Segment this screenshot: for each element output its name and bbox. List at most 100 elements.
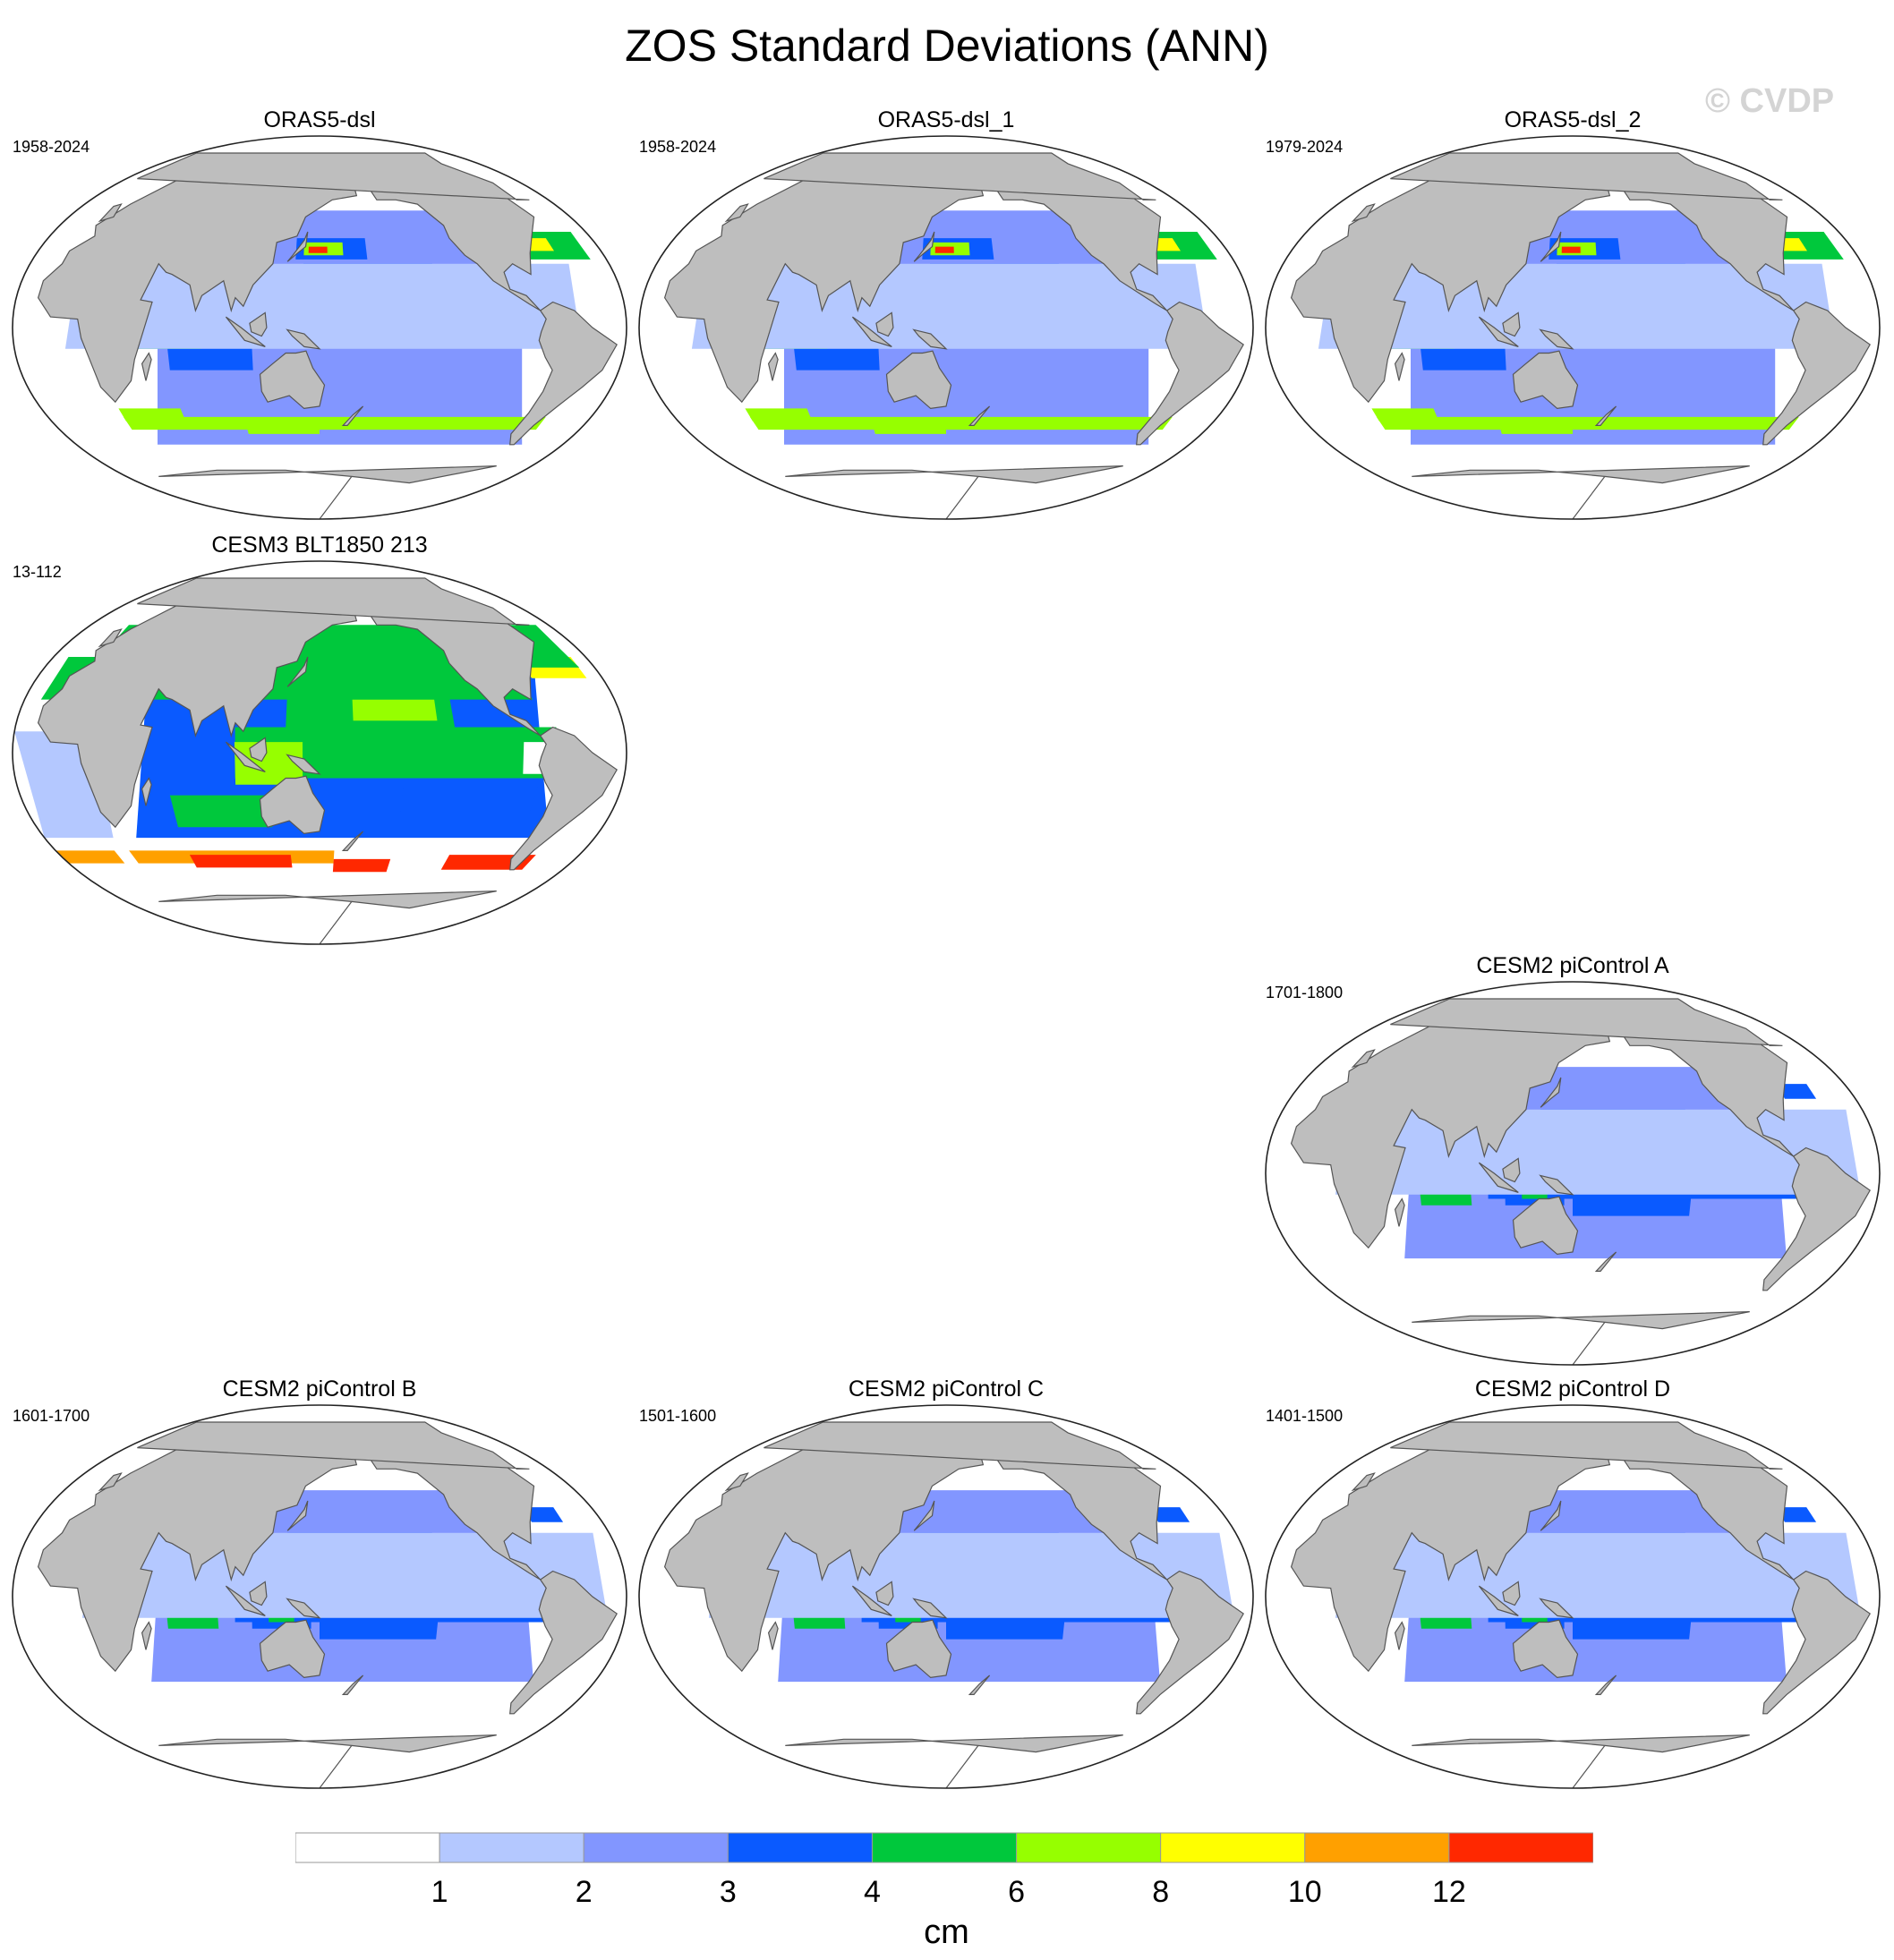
map-panel-oras5-dsl-1: ORAS5-dsl_1 1958-2024 (637, 107, 1255, 520)
land-mass (1390, 152, 1783, 200)
map-outline (12, 135, 627, 520)
land-mass (341, 405, 364, 426)
colorbar-tick-label: 6 (1008, 1875, 1025, 1909)
variability-band (946, 1617, 1065, 1640)
land-mass (1762, 1570, 1871, 1715)
variability-band (352, 699, 438, 721)
panel-title: ORAS5-dsl_2 (1504, 107, 1642, 132)
colorbar-box (295, 1832, 440, 1863)
variability-band (189, 855, 293, 868)
variability-band (1267, 1532, 1875, 1618)
land-mass (341, 831, 364, 851)
land-mass (1539, 328, 1574, 350)
variability-band (1267, 263, 1874, 349)
panel-title: CESM2 piControl D (1474, 1376, 1671, 1402)
land-mass (249, 737, 268, 763)
map-outline (12, 1404, 627, 1789)
land-mass (1478, 1585, 1519, 1616)
colorbar-box (871, 1832, 1018, 1863)
world-map (638, 1404, 1254, 1789)
land-mass (1502, 311, 1521, 337)
land-mass (875, 311, 894, 337)
variability-band (320, 1617, 439, 1640)
variability-band (523, 1507, 564, 1522)
panel-years: 1958-2024 (13, 138, 90, 156)
land-mass (785, 1734, 1123, 1788)
land-mass (141, 777, 152, 806)
panel-years: 1979-2024 (1266, 138, 1344, 156)
map-panel-cesm2-picontrol-d: CESM2 piControl D 1401-1500 (1264, 1376, 1881, 1789)
figure-title: ZOS Standard Deviations (ANN) (625, 21, 1269, 71)
colorbar-box (439, 1832, 584, 1863)
land-mass (851, 1585, 892, 1616)
land-mass (885, 1619, 952, 1679)
land-mass (1394, 352, 1405, 381)
panel-title: CESM2 piControl A (1476, 953, 1669, 978)
colorbar-tick-label: 4 (863, 1875, 881, 1909)
land-mass (137, 152, 530, 200)
variability-band (678, 1671, 725, 1692)
land-mass (1762, 301, 1871, 446)
variability-band (14, 263, 621, 349)
colorbar-tick-label: 12 (1431, 1875, 1466, 1909)
cvdp-watermark: © CVDP (1705, 82, 1835, 120)
land-mass (225, 316, 266, 347)
colorbar-box (1448, 1832, 1593, 1863)
land-mass (1351, 1049, 1376, 1069)
land-mass (724, 203, 749, 223)
land-mass (968, 405, 991, 426)
land-mass (137, 577, 530, 626)
land-mass (1136, 1570, 1244, 1715)
map-outline (1265, 1404, 1881, 1789)
variability-band (1149, 1507, 1190, 1522)
world-map (1265, 135, 1881, 520)
panel-years: 1701-1800 (1266, 984, 1344, 1001)
map-outline (638, 135, 1254, 520)
land-mass (141, 352, 152, 381)
land-mass (1351, 1472, 1376, 1492)
world-map (1265, 981, 1881, 1366)
variability-band (641, 1532, 1249, 1618)
land-mass (1512, 1619, 1579, 1679)
map-panel-cesm3-blt1850: CESM3 BLT1850 213 13-112 (11, 533, 628, 945)
land-mass (885, 350, 952, 410)
land-mass (1594, 1251, 1617, 1272)
land-mass (98, 1472, 123, 1492)
map-outline (1265, 135, 1881, 520)
variability-band (934, 246, 954, 253)
land-mass (341, 1675, 364, 1695)
colorbar-box (1304, 1832, 1450, 1863)
land-mass (767, 352, 779, 381)
land-mass (158, 1734, 497, 1788)
variability-band (745, 408, 813, 422)
variability-band (1561, 246, 1581, 253)
panel-years: 1501-1600 (639, 1407, 717, 1425)
variability-band (1573, 1194, 1692, 1216)
variability-band (1371, 408, 1439, 422)
land-mass (1540, 231, 1562, 262)
land-mass (1351, 203, 1376, 223)
variability-band (1776, 1084, 1817, 1099)
variability-band (308, 246, 328, 253)
panel-title: ORAS5-dsl_1 (877, 107, 1015, 132)
map-outline (12, 560, 627, 945)
map-panel-cesm2-picontrol-a: CESM2 piControl A 1701-1800 (1264, 953, 1881, 1366)
land-mass (1478, 316, 1519, 347)
land-mass (98, 628, 123, 648)
world-map (12, 560, 627, 945)
land-mass (286, 1500, 309, 1531)
land-mass (98, 203, 123, 223)
land-mass (1394, 1197, 1405, 1227)
land-mass (1594, 405, 1617, 426)
land-mass (137, 1421, 530, 1470)
land-mass (913, 1500, 935, 1531)
panel-years: 1601-1700 (13, 1407, 90, 1425)
world-map (12, 1404, 627, 1789)
map-panel-oras5-dsl: ORAS5-dsl 1958-2024 (11, 107, 628, 520)
land-mass (1390, 1421, 1783, 1470)
variability-band (52, 1671, 98, 1692)
panel-title: CESM2 piControl C (848, 1376, 1045, 1402)
land-mass (1136, 301, 1244, 446)
land-mass (764, 1421, 1156, 1470)
land-mass (1390, 998, 1783, 1046)
